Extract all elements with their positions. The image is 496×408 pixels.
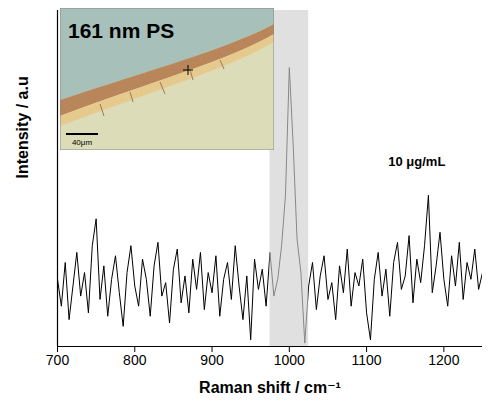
svg-text:Intensity / a.u: Intensity / a.u bbox=[14, 76, 31, 178]
svg-text:1000: 1000 bbox=[274, 352, 305, 368]
svg-text:10 μg/mL: 10 μg/mL bbox=[388, 154, 445, 169]
svg-text:161 nm PS: 161 nm PS bbox=[68, 19, 174, 42]
svg-text:1200: 1200 bbox=[428, 352, 459, 368]
svg-text:700: 700 bbox=[46, 352, 70, 368]
svg-text:900: 900 bbox=[200, 352, 224, 368]
svg-text:1100: 1100 bbox=[352, 352, 382, 368]
svg-text:40μm: 40μm bbox=[72, 138, 93, 147]
svg-text:Raman shift / cm⁻¹: Raman shift / cm⁻¹ bbox=[199, 379, 341, 396]
svg-text:800: 800 bbox=[123, 352, 147, 368]
